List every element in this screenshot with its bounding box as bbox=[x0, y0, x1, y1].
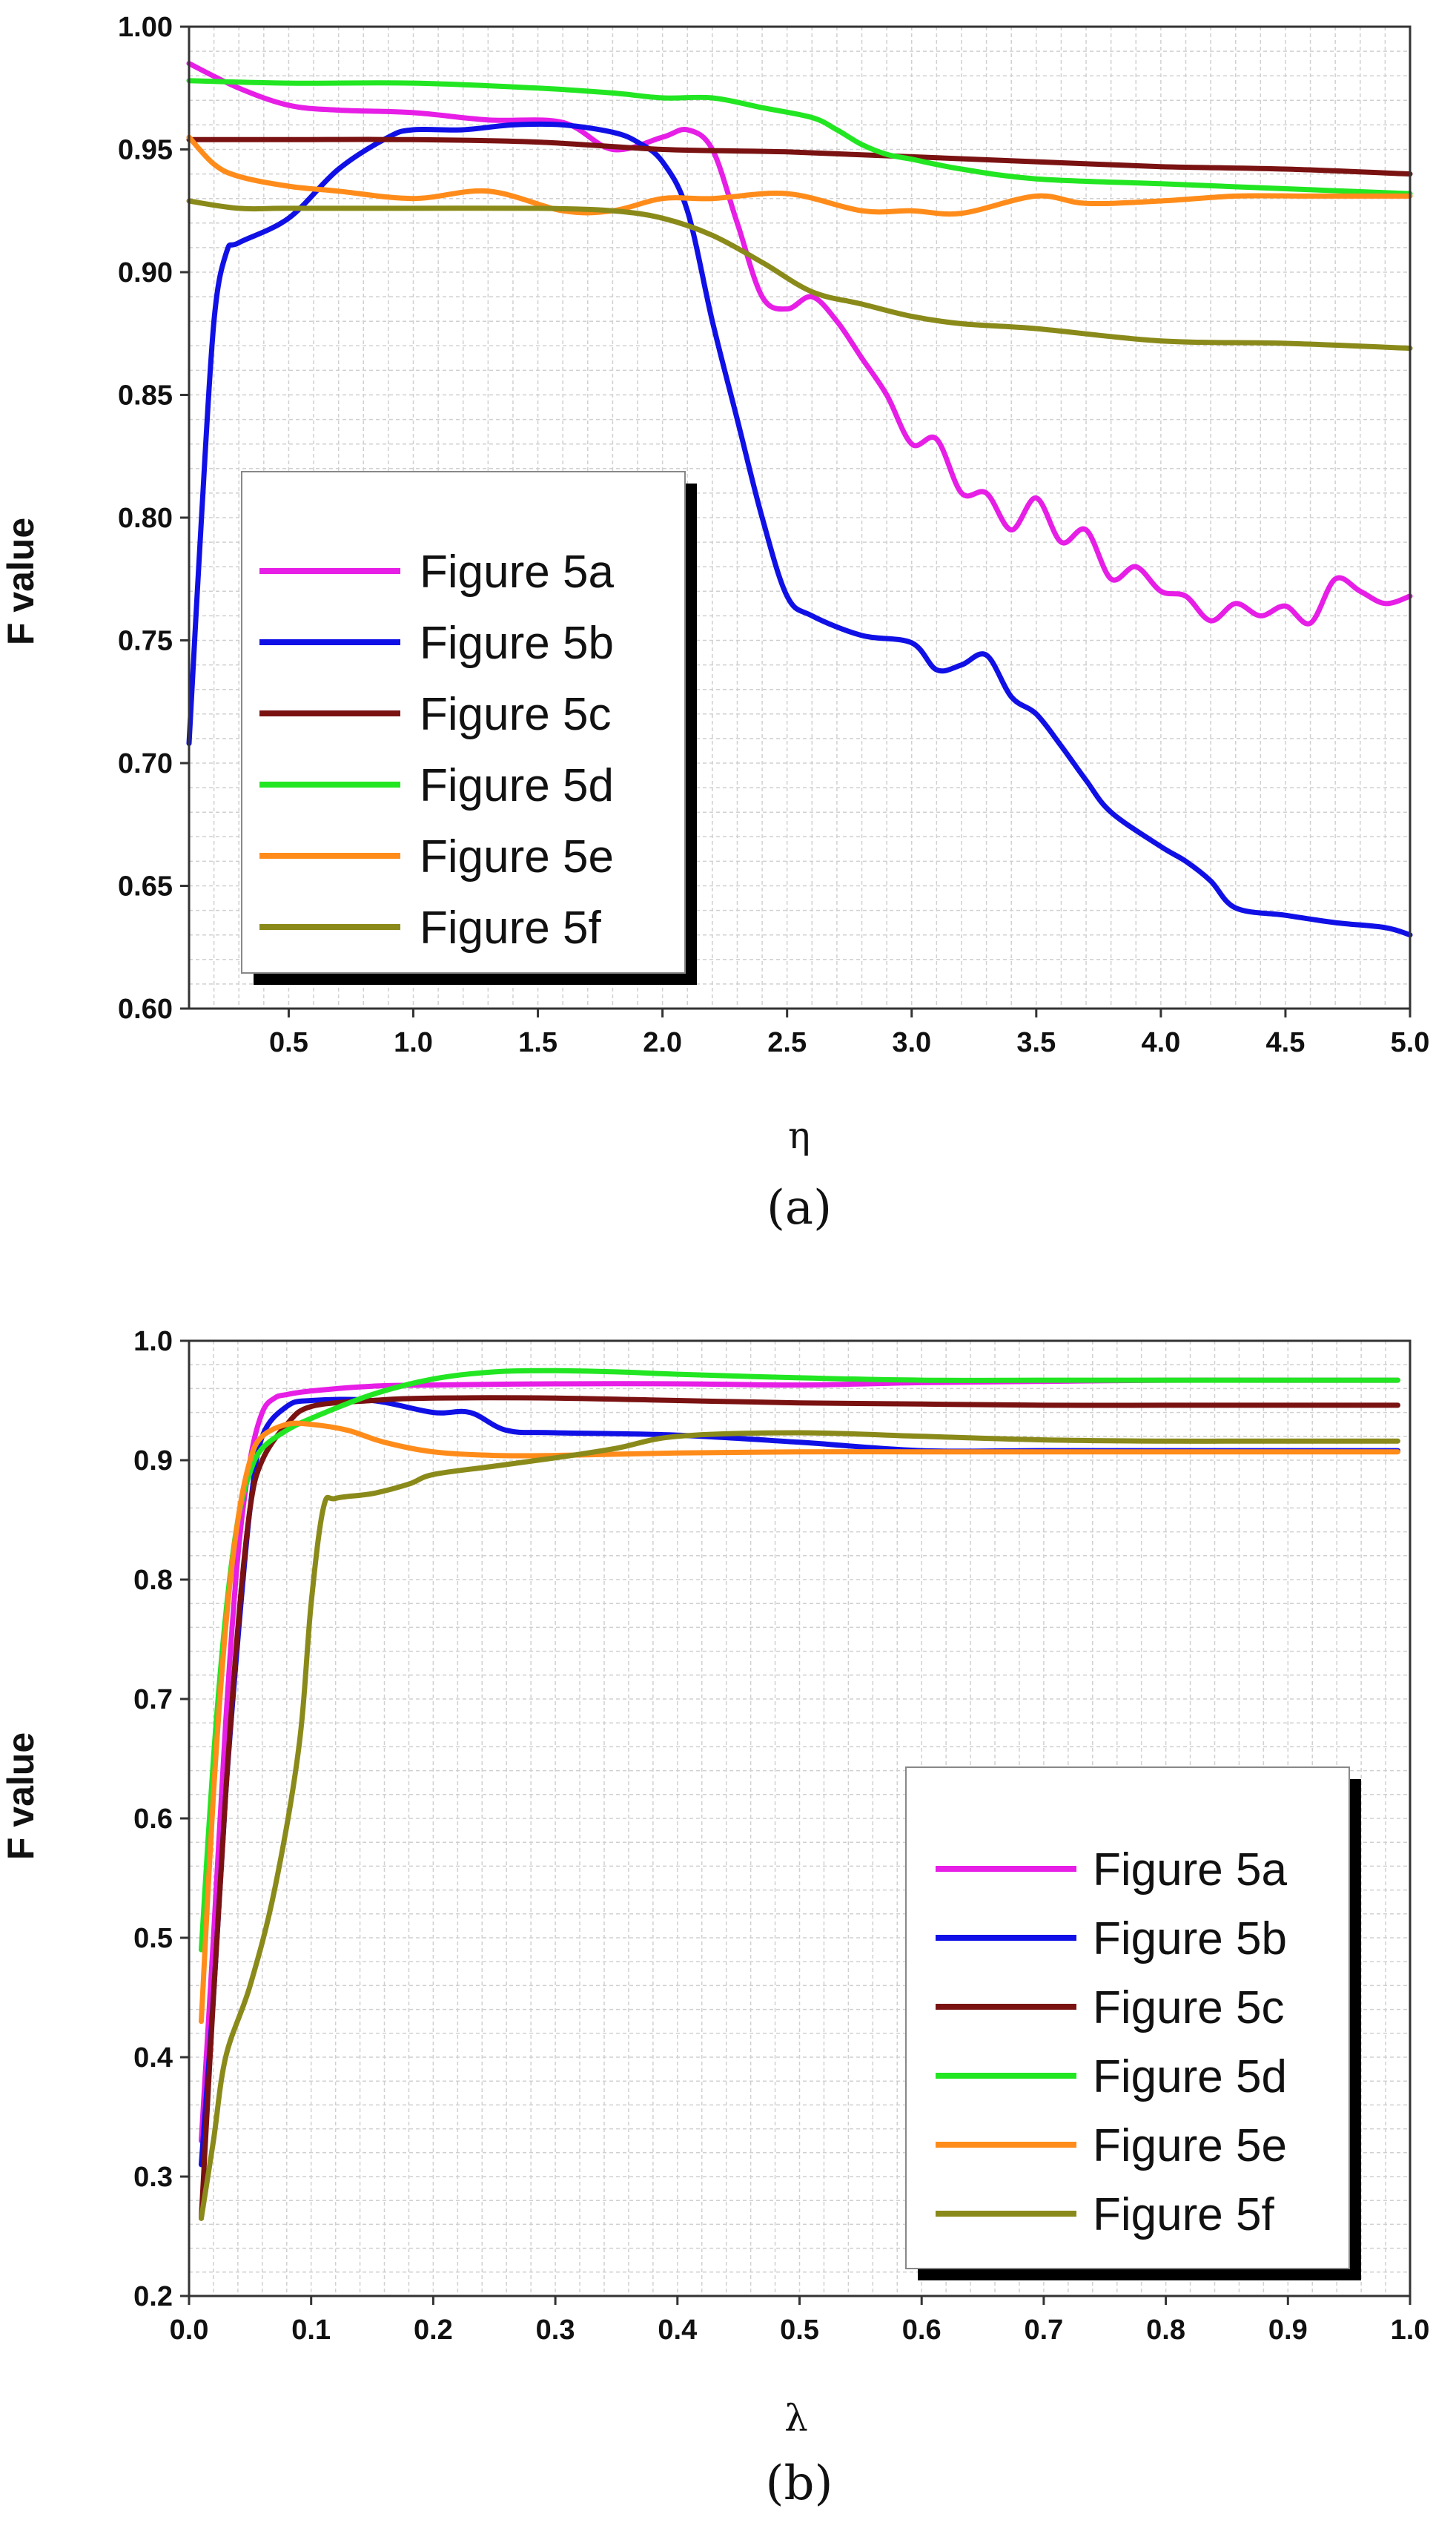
chart-a-ytick-label: 0.90 bbox=[118, 257, 173, 288]
chart-a-xtick-label: 4.5 bbox=[1266, 1027, 1306, 1058]
chart-b-legend-box bbox=[905, 1766, 1350, 2269]
chart-a-ytick-label: 1.00 bbox=[118, 12, 173, 43]
chart-b-xtick-label: 0.8 bbox=[1146, 2315, 1185, 2346]
chart-a-series-6 bbox=[186, 198, 1413, 352]
chart-b-legend-label-3: Figure 5c bbox=[1093, 1982, 1284, 2033]
chart-b-xtick-label: 0.1 bbox=[291, 2315, 331, 2346]
chart-a-caption: (a) bbox=[767, 1181, 832, 1235]
chart-a-xtick-label: 1.5 bbox=[518, 1027, 557, 1058]
chart-b-xtick-label: 1.0 bbox=[1391, 2315, 1430, 2346]
chart-a-xtick-label: 3.0 bbox=[892, 1027, 931, 1058]
chart-a-ytick-label: 0.65 bbox=[118, 871, 173, 903]
chart-a-axes: 0.5 1.0 1.5 2.0 2.5 3.0 3.5 4.0 4.5 5.0 0.60 0.65 0.… bbox=[118, 12, 1429, 1058]
chart-b-ytick-label: 1.0 bbox=[133, 1326, 173, 1357]
chart-a: 0.5 1.0 1.5 2.0 2.5 3.0 3.5 4.0 4.5 5.0 0.60 0.65 0.… bbox=[0, 0, 1456, 1268]
chart-a-ytick-label: 0.85 bbox=[118, 380, 173, 412]
chart-b-ytick-label: 0.4 bbox=[133, 2042, 173, 2074]
chart-b-svg: 0.0 0.1 0.2 0.3 0.4 0.5 0.6 0.7 0.8 0.9 1.0 0.2 0.3 0… bbox=[0, 1326, 1429, 2511]
chart-a-xlabel: η bbox=[788, 1114, 810, 1157]
chart-b-xtick-label: 0.2 bbox=[414, 2315, 453, 2346]
chart-a-series-3 bbox=[186, 136, 1413, 177]
chart-b-series-3 bbox=[199, 1395, 1400, 2221]
chart-a-ytick-label: 0.70 bbox=[118, 748, 173, 779]
chart-a-legend-label-4: Figure 5d bbox=[420, 760, 614, 811]
chart-b-xlabel: λ bbox=[784, 2397, 808, 2440]
chart-b-ytick-label: 0.6 bbox=[133, 1804, 173, 1835]
chart-a-xtick-label: 1.0 bbox=[394, 1027, 433, 1058]
chart-a-xtick-label: 2.5 bbox=[767, 1027, 807, 1058]
chart-a-series-5 bbox=[186, 134, 1413, 217]
chart-b-ytick-label: 0.8 bbox=[133, 1565, 173, 1596]
chart-b-legend-label-4: Figure 5d bbox=[1093, 2051, 1287, 2102]
chart-b-axes: 0.0 0.1 0.2 0.3 0.4 0.5 0.6 0.7 0.8 0.9 1.0 0.2 0.3 0… bbox=[133, 1326, 1429, 2346]
chart-b: 0.0 0.1 0.2 0.3 0.4 0.5 0.6 0.7 0.8 0.9 1.0 0.2 0.3 0… bbox=[0, 1268, 1456, 2536]
chart-b-xtick-label: 0.3 bbox=[536, 2315, 575, 2346]
chart-a-xtick-label: 0.5 bbox=[269, 1027, 308, 1058]
chart-b-xtick-label: 0.0 bbox=[170, 2315, 209, 2346]
chart-b-ytick-label: 0.9 bbox=[133, 1445, 173, 1477]
chart-a-legend-label-2: Figure 5b bbox=[420, 618, 614, 669]
chart-a-xtick-label: 5.0 bbox=[1391, 1027, 1430, 1058]
chart-a-ytick-label: 0.60 bbox=[118, 994, 173, 1025]
chart-b-legend-entries: Figure 5a Figure 5b Figure 5c Figure 5d Figu… bbox=[936, 1844, 1287, 2240]
chart-a-legend-label-6: Figure 5f bbox=[420, 903, 601, 954]
chart-b-xtick-label: 0.6 bbox=[902, 2315, 942, 2346]
chart-a-series-4 bbox=[186, 78, 1413, 197]
chart-a-series bbox=[186, 61, 1413, 938]
chart-b-series-6 bbox=[199, 1430, 1400, 2221]
chart-a-legend-label-3: Figure 5c bbox=[420, 689, 611, 740]
chart-a-legend-label-5: Figure 5e bbox=[420, 831, 614, 882]
chart-a-series-2 bbox=[186, 121, 1413, 938]
chart-a-ytick-label: 0.75 bbox=[118, 626, 173, 657]
chart-a-legend-entries: Figure 5a Figure 5b Figure 5c Figure 5d Figu… bbox=[259, 547, 614, 954]
chart-b-caption: (b) bbox=[766, 2456, 833, 2511]
chart-b-xtick-label: 0.5 bbox=[780, 2315, 819, 2346]
chart-a-svg: 0.5 1.0 1.5 2.0 2.5 3.0 3.5 4.0 4.5 5.0 0.60 0.65 0.… bbox=[0, 12, 1429, 1235]
chart-a-ytick-label: 0.80 bbox=[118, 503, 173, 534]
chart-b-legend-label-5: Figure 5e bbox=[1093, 2120, 1287, 2171]
chart-b-legend-label-1: Figure 5a bbox=[1093, 1844, 1287, 1896]
chart-b-ytick-label: 0.7 bbox=[133, 1684, 173, 1715]
chart-a-xtick-label: 3.5 bbox=[1016, 1027, 1056, 1058]
chart-b-ytick-label: 0.5 bbox=[133, 1923, 173, 1954]
chart-a-series-1 bbox=[186, 61, 1413, 627]
chart-b-xtick-label: 0.4 bbox=[658, 2315, 697, 2346]
chart-b-legend-label-6: Figure 5f bbox=[1093, 2189, 1274, 2240]
chart-a-xtick-label: 4.0 bbox=[1141, 1027, 1180, 1058]
chart-b-ytick-label: 0.3 bbox=[133, 2162, 173, 2193]
chart-b-ylabel: F value bbox=[0, 1732, 42, 1860]
chart-b-legend-label-2: Figure 5b bbox=[1093, 1913, 1287, 1964]
chart-b-ytick-label: 0.2 bbox=[133, 2281, 173, 2312]
chart-a-ytick-label: 0.95 bbox=[118, 135, 173, 166]
chart-a-legend-label-1: Figure 5a bbox=[420, 547, 614, 598]
chart-b-series bbox=[199, 1368, 1400, 2221]
chart-a-ylabel: F value bbox=[0, 518, 42, 645]
chart-b-series-5 bbox=[199, 1420, 1400, 2025]
chart-b-xtick-label: 0.7 bbox=[1024, 2315, 1063, 2346]
chart-a-legend-box bbox=[241, 471, 686, 974]
chart-a-xtick-label: 2.0 bbox=[643, 1027, 682, 1058]
chart-b-xtick-label: 0.9 bbox=[1268, 2315, 1308, 2346]
chart-a-legend: Figure 5a Figure 5b Figure 5c Figure 5d Figu… bbox=[241, 471, 697, 985]
chart-b-legend: Figure 5a Figure 5b Figure 5c Figure 5d Figu… bbox=[905, 1766, 1361, 2280]
